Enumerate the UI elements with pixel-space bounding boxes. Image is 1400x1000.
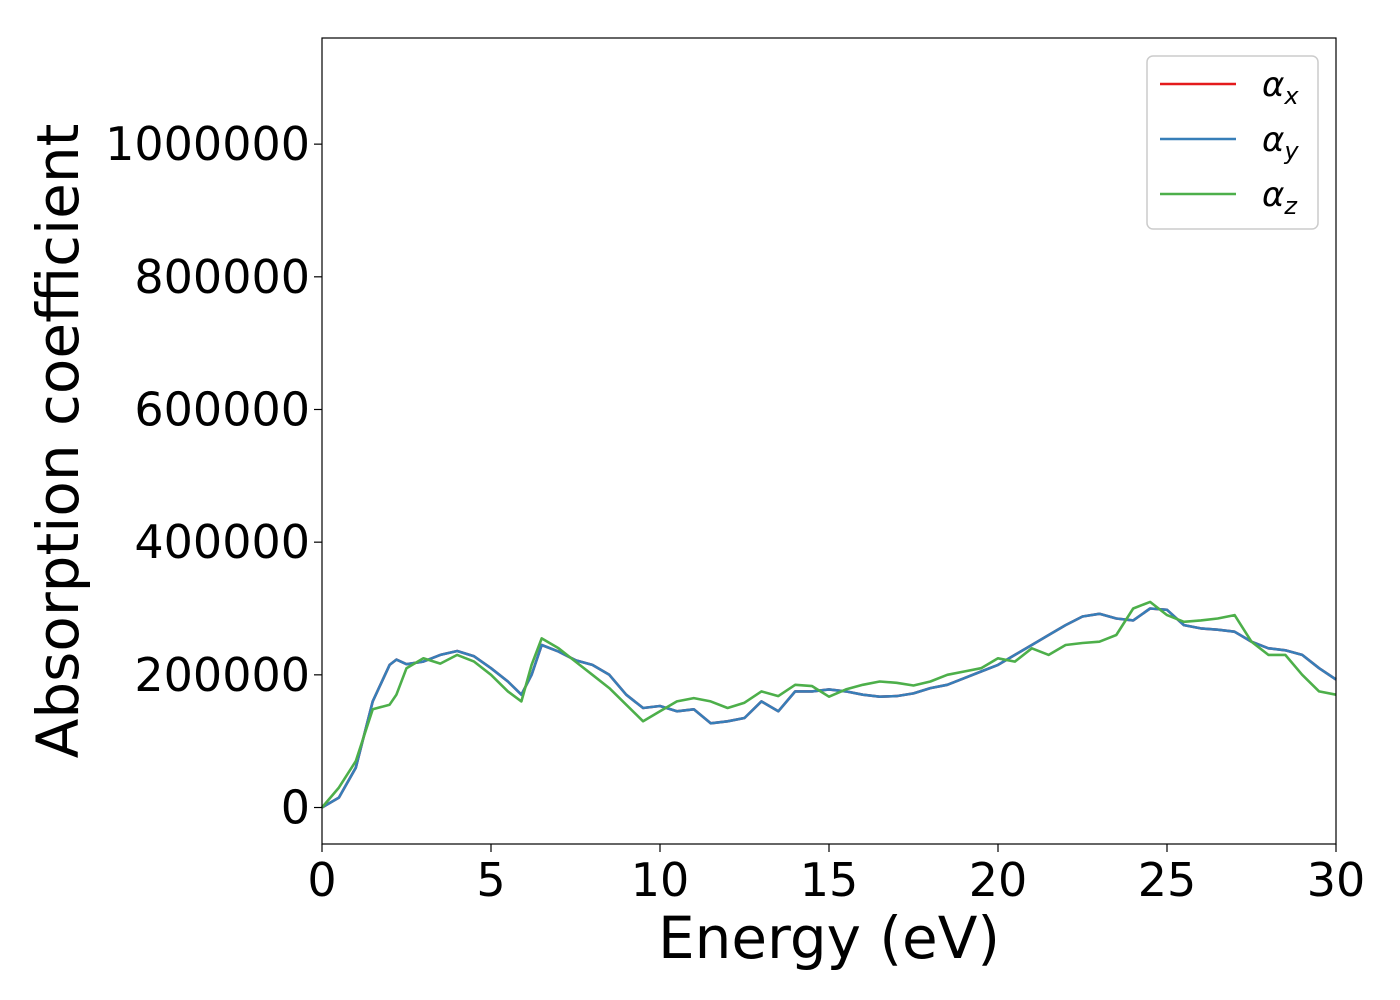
x-axis-ticks: 0 5 10 15 20 25 30 xyxy=(307,844,1365,907)
legend-subscript: x xyxy=(1283,82,1299,110)
x-tick-label: 10 xyxy=(631,853,690,907)
y-tick-label: 1000000 xyxy=(105,117,310,171)
x-tick-label: 0 xyxy=(307,853,336,907)
x-tick-label: 15 xyxy=(800,853,859,907)
x-tick-label: 25 xyxy=(1138,853,1197,907)
legend-label-2: αy xyxy=(1262,120,1299,165)
y-tick-label: 0 xyxy=(281,781,310,835)
series-line-3 xyxy=(321,600,1337,809)
series-layer xyxy=(321,600,1337,809)
legend-symbol: α xyxy=(1262,65,1284,105)
y-tick-label: 200000 xyxy=(134,648,310,702)
legend-symbol: α xyxy=(1262,175,1284,215)
legend-subscript: z xyxy=(1283,192,1298,220)
y-tick-label: 400000 xyxy=(134,515,310,569)
y-tick-label: 600000 xyxy=(134,382,310,436)
y-tick-label: 800000 xyxy=(134,250,310,304)
legend-symbol: α xyxy=(1262,120,1284,160)
y-axis-title: Absorption coefficient xyxy=(24,124,92,759)
x-tick-label: 5 xyxy=(476,853,505,907)
legend-label-3: αz xyxy=(1262,175,1298,220)
y-axis-ticks: 0 200000 400000 600000 800000 1000000 xyxy=(105,117,322,835)
legend-subscript: y xyxy=(1283,137,1299,165)
x-tick-label: 30 xyxy=(1307,853,1366,907)
legend-box xyxy=(1146,55,1319,230)
x-axis-title: Energy (eV) xyxy=(658,904,1000,972)
legend-label-1: αx xyxy=(1262,65,1299,110)
x-tick-label: 20 xyxy=(969,853,1028,907)
